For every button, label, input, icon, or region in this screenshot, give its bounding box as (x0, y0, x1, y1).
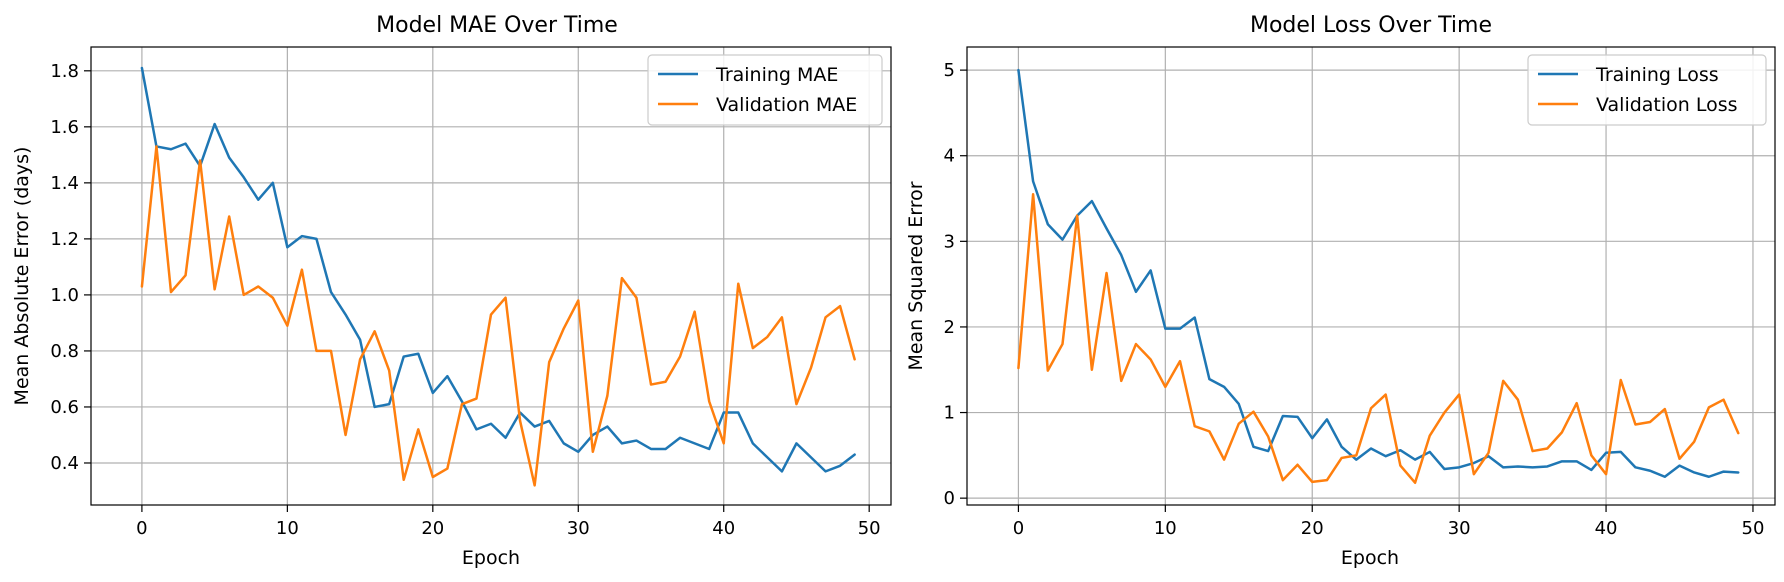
y-tick-label: 1.4 (50, 173, 79, 194)
y-tick-label: 0 (944, 488, 955, 509)
x-tick-label: 50 (1742, 518, 1765, 539)
x-tick-label: 30 (1448, 518, 1471, 539)
plot-frame (966, 46, 1776, 506)
x-axis-label: Epoch (1341, 547, 1399, 569)
y-tick-label: 0.6 (50, 397, 79, 418)
series-line-training (1017, 68, 1740, 478)
legend-label-validation: Validation Loss (1596, 94, 1738, 116)
x-tick-label: 20 (421, 518, 444, 539)
x-tick-label: 30 (567, 518, 590, 539)
x-tick-label: 10 (1154, 518, 1177, 539)
x-tick-label: 0 (1013, 518, 1024, 539)
legend-label-training: Training Loss (1595, 64, 1719, 86)
y-tick-label: 5 (944, 60, 955, 81)
y-tick-label: 2 (944, 317, 955, 338)
x-tick-label: 20 (1301, 518, 1324, 539)
series-lines (140, 66, 856, 487)
legend-box (647, 54, 883, 126)
y-tick-label: 1 (944, 403, 955, 424)
y-tick-label: 1.2 (50, 229, 79, 250)
grid (91, 47, 891, 505)
series-line-validation (140, 145, 856, 487)
axis-ticks: 0 10 20 30 40 50 0 1 2 3 4 5 (944, 60, 1765, 539)
x-tick-label: 0 (136, 518, 147, 539)
y-axis-label: Mean Squared Error (905, 181, 927, 370)
legend-box (1527, 54, 1767, 126)
mae-chart: Model MAE Over Time 0 10 20 30 40 50 0.4 0.6 0.8… (11, 13, 892, 569)
chart-title: Model MAE Over Time (376, 13, 618, 38)
x-axis-label: Epoch (462, 547, 520, 569)
y-tick-label: 1.6 (50, 117, 79, 138)
axis-ticks: 0 10 20 30 40 50 0.4 0.6 0.8 1.0 1.2 1.4 1.6 1.8 (50, 61, 880, 539)
y-tick-label: 0.8 (50, 341, 79, 362)
x-tick-label: 50 (858, 518, 881, 539)
legend-label-validation: Validation MAE (716, 94, 857, 116)
y-tick-label: 0.4 (50, 453, 79, 474)
x-tick-label: 40 (712, 518, 735, 539)
series-line-validation (1017, 192, 1740, 484)
series-line-training (140, 66, 856, 473)
chart-title: Model Loss Over Time (1250, 13, 1492, 38)
y-tick-label: 3 (944, 231, 955, 252)
legend: Training Loss Validation Loss (1527, 54, 1767, 126)
loss-chart: Model Loss Over Time 0 10 20 30 40 50 0 1 2 3 4 5 E… (905, 13, 1776, 569)
y-tick-label: 4 (944, 146, 955, 167)
y-axis-label: Mean Absolute Error (days) (11, 147, 33, 406)
y-tick-label: 1.8 (50, 61, 79, 82)
legend: Training MAE Validation MAE (647, 54, 883, 126)
series-lines (1017, 68, 1740, 484)
y-tick-label: 1.0 (50, 285, 79, 306)
x-tick-label: 40 (1595, 518, 1618, 539)
plot-frame (90, 46, 892, 506)
legend-label-training: Training MAE (715, 64, 838, 86)
x-tick-label: 10 (276, 518, 299, 539)
